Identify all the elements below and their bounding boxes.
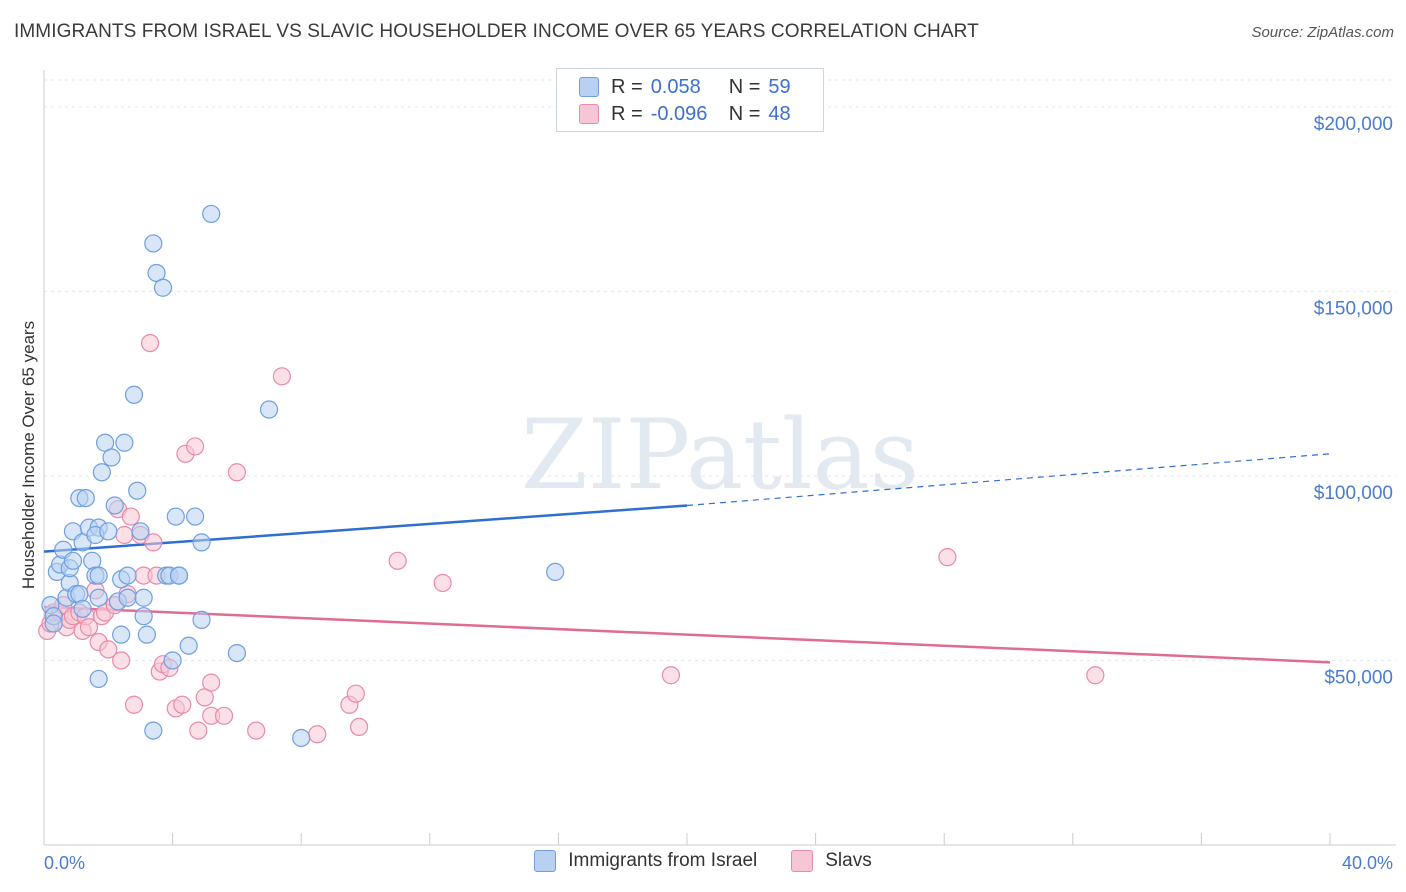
n-value: 48 [768, 102, 791, 125]
point-israel [105, 496, 124, 515]
point-israel [153, 278, 173, 297]
legend-item-slavs: Slavs [791, 850, 872, 872]
point-israel [63, 551, 83, 570]
source-credit: Source: ZipAtlas.com [1251, 24, 1394, 41]
n-value: 59 [768, 75, 791, 98]
point-slavs [308, 725, 327, 744]
legend-label-israel: Immigrants from Israel [568, 850, 758, 871]
point-slavs [938, 548, 957, 567]
point-israel [227, 643, 246, 663]
point-slavs [121, 507, 140, 526]
point-slavs [173, 695, 192, 714]
point-slavs [124, 695, 144, 714]
point-slavs [202, 673, 221, 692]
point-slavs [214, 706, 234, 725]
point-slavs [140, 333, 160, 353]
stats-legend-row-israel: R = 0.058 N = 59 [579, 75, 791, 99]
point-israel [124, 385, 144, 404]
point-israel [169, 566, 189, 585]
point-slavs [272, 367, 292, 386]
point-slavs [661, 666, 681, 685]
y-axis-label: Householder Income Over 65 years [19, 321, 38, 589]
legend-swatch-israel [534, 850, 557, 872]
point-israel [186, 507, 205, 526]
r-label: R = [611, 75, 643, 98]
point-slavs [349, 717, 369, 737]
chart-title: IMMIGRANTS FROM ISRAEL VS SLAVIC HOUSEHO… [14, 21, 979, 42]
point-israel [134, 607, 153, 626]
stats-legend-row-slavs: R = -0.096 N = 48 [579, 102, 791, 126]
point-israel [259, 400, 279, 419]
point-israel [70, 584, 89, 604]
point-israel [163, 651, 182, 670]
point-israel [118, 588, 137, 607]
point-israel [92, 463, 111, 482]
point-israel [134, 588, 153, 607]
point-slavs [99, 640, 118, 659]
point-slavs [247, 721, 266, 740]
point-slavs [189, 721, 208, 740]
point-slavs [433, 573, 452, 593]
point-israel [76, 488, 95, 508]
point-israel [546, 562, 565, 582]
point-slavs [346, 684, 365, 703]
watermark: ZIPatlas [521, 399, 919, 511]
y-tick-label: $100,000 [1314, 483, 1393, 504]
point-slavs [388, 551, 407, 570]
point-israel [192, 610, 211, 629]
point-slavs [227, 463, 246, 482]
point-israel [89, 588, 108, 607]
point-israel [89, 669, 108, 689]
point-israel [202, 204, 221, 224]
x-tick-label-start: 0.0% [44, 853, 85, 873]
swatch-slavs [579, 104, 599, 124]
x-tick-label-end: 40.0% [1342, 853, 1393, 873]
axes [43, 70, 1396, 846]
point-slavs [79, 618, 99, 637]
point-israel [131, 522, 150, 541]
point-israel [137, 625, 156, 644]
r-value: -0.096 [650, 102, 708, 125]
point-israel [112, 625, 131, 644]
n-label: N = [728, 75, 761, 98]
swatch-israel [579, 77, 599, 97]
point-israel [292, 728, 311, 748]
point-israel [89, 566, 108, 585]
point-israel [179, 636, 198, 655]
stats-legend: R = 0.058 N = 59 R = -0.096 N = 48 [556, 68, 824, 132]
point-slavs [1086, 666, 1105, 685]
point-israel [144, 721, 163, 740]
y-tick-label: $200,000 [1314, 114, 1393, 135]
point-israel [144, 234, 163, 253]
r-value: 0.058 [650, 75, 701, 98]
legend-swatch-slavs [791, 850, 814, 872]
legend-label-slavs: Slavs [825, 850, 872, 871]
point-slavs [112, 651, 131, 670]
x-tick-labels: 0.0% 40.0% [44, 853, 1393, 873]
point-israel [166, 507, 185, 526]
trend-line-israel-extension [686, 453, 1331, 507]
series-legend: Immigrants from Israel Slavs [0, 850, 1406, 872]
point-israel [102, 448, 121, 467]
n-label: N = [728, 102, 761, 125]
y-tick-label: $50,000 [1324, 667, 1393, 688]
grid-lines [44, 79, 1396, 661]
point-slavs [186, 437, 205, 456]
point-israel [128, 481, 147, 500]
trend-line-slavs [43, 605, 1331, 664]
data-points [38, 204, 1105, 748]
point-israel [73, 599, 92, 618]
point-israel [44, 614, 63, 633]
legend-item-israel: Immigrants from Israel [534, 850, 757, 872]
point-israel [118, 566, 137, 585]
point-israel [115, 433, 134, 452]
y-tick-label: $150,000 [1314, 298, 1393, 319]
point-slavs [144, 533, 163, 552]
point-slavs [115, 525, 134, 545]
point-israel [192, 533, 211, 552]
y-tick-labels: $50,000 $100,000 $150,000 $200,000 [1314, 114, 1393, 689]
r-label: R = [611, 102, 643, 125]
point-israel [99, 522, 118, 541]
